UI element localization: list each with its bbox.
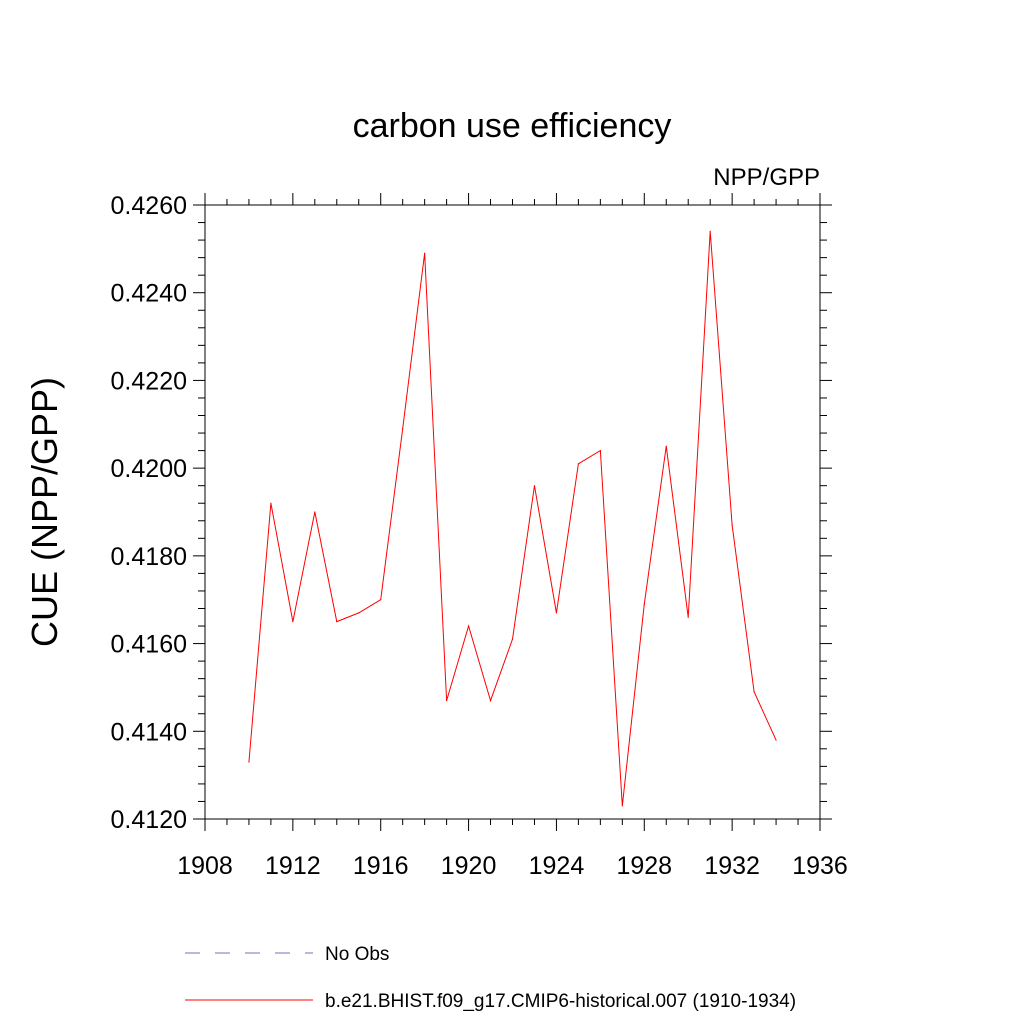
data-point [731, 524, 733, 526]
data-point [577, 463, 579, 465]
data-point [555, 612, 558, 614]
data-point [467, 625, 470, 627]
y-axis-label: CUE (NPP/GPP) [24, 377, 65, 647]
series-line-1 [248, 231, 777, 806]
data-point [709, 230, 711, 232]
data-point [358, 612, 360, 614]
y-tick-label: 0.4240 [111, 280, 187, 308]
y-tick-label: 0.4200 [111, 455, 187, 483]
y-tick-label: 0.4220 [111, 367, 187, 395]
plot-lines [248, 230, 777, 807]
legend-label-no-obs: No Obs [325, 944, 389, 965]
major-ticks [193, 193, 832, 831]
data-point [687, 616, 689, 618]
legend: No Obs b.e21.BHIST.f09_g17.CMIP6-histori… [185, 944, 796, 1012]
chart-subtitle: NPP/GPP [713, 164, 820, 191]
x-tick-label: 1916 [353, 852, 409, 880]
y-tick-label: 0.4260 [111, 192, 187, 220]
data-point [489, 699, 492, 702]
data-point [380, 599, 382, 601]
data-point [424, 252, 426, 254]
data-point [599, 450, 601, 452]
y-tick-label: 0.4120 [111, 806, 187, 834]
data-point [270, 502, 272, 504]
x-tick-label: 1920 [441, 852, 497, 880]
legend-label-model: b.e21.BHIST.f09_g17.CMIP6-historical.007… [325, 991, 796, 1012]
data-point [446, 699, 448, 702]
data-point [248, 761, 250, 763]
x-tick-label: 1928 [616, 852, 672, 880]
x-tick-label: 1924 [529, 852, 585, 880]
x-tick-label: 1908 [177, 852, 233, 880]
y-tick-label: 0.4180 [111, 543, 187, 571]
y-tick-label: 0.4140 [111, 718, 187, 746]
data-point [511, 638, 514, 640]
data-point [643, 603, 645, 605]
chart-title: carbon use efficiency [353, 107, 672, 145]
x-tick-labels: 1908 1912 1916 1920 1924 1928 1932 1936 [177, 852, 848, 880]
y-tick-labels: 0.4120 0.4140 0.4160 0.4180 0.4200 0.4220 0.42… [111, 192, 187, 834]
data-point [621, 805, 623, 807]
data-point [402, 428, 404, 430]
data-point [665, 445, 667, 447]
data-point [314, 511, 316, 513]
plot-frame [204, 204, 821, 820]
x-tick-label: 1912 [265, 852, 321, 880]
data-point [775, 739, 777, 741]
x-tick-label: 1936 [792, 852, 848, 880]
minor-ticks [198, 199, 827, 825]
y-tick-label: 0.4160 [111, 631, 187, 659]
data-point [753, 691, 755, 693]
data-point [292, 621, 294, 623]
data-point [336, 621, 338, 623]
x-tick-label: 1932 [704, 852, 760, 880]
data-point [533, 485, 536, 487]
